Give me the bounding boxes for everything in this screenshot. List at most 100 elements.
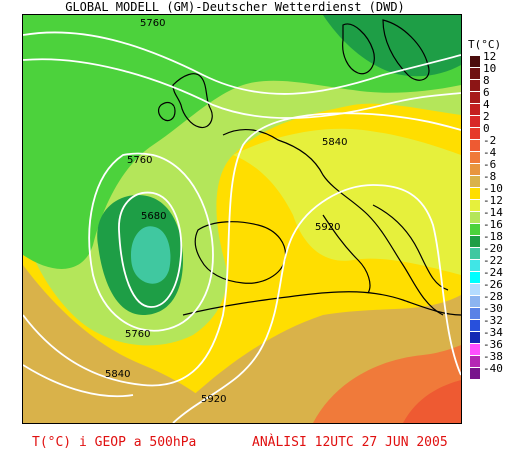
map-title: GLOBAL MODELL (GM)-Deutscher Wetterdiens… bbox=[65, 0, 405, 14]
legend-label: -22 bbox=[483, 254, 503, 267]
legend-row: 8 bbox=[470, 75, 520, 91]
coastline-uk bbox=[172, 73, 213, 129]
legend-label: 4 bbox=[483, 98, 490, 111]
legend-swatch bbox=[470, 140, 480, 151]
legend-label: -36 bbox=[483, 338, 503, 351]
legend-row: 0 bbox=[470, 123, 520, 139]
contour-label: 5840 bbox=[322, 137, 347, 148]
legend-label: -2 bbox=[483, 134, 497, 147]
legend-label: 6 bbox=[483, 86, 490, 99]
legend-swatch bbox=[470, 212, 480, 223]
legend-row: -22 bbox=[470, 255, 520, 271]
coastline-balkans bbox=[372, 204, 449, 291]
geopotential-contour bbox=[23, 31, 461, 95]
legend-row: -24 bbox=[470, 267, 520, 283]
legend-row: -20 bbox=[470, 243, 520, 259]
legend-row: 2 bbox=[470, 111, 520, 127]
legend-swatch bbox=[470, 200, 480, 211]
geopotential-contour bbox=[23, 364, 134, 398]
coastline-scandinavia bbox=[342, 19, 430, 81]
contour-label: 5760 bbox=[140, 18, 165, 29]
temperature-region-cyan-low bbox=[131, 226, 171, 284]
geopotential-contour bbox=[88, 152, 214, 332]
legend-row: -4 bbox=[470, 147, 520, 163]
legend-swatch bbox=[470, 320, 480, 331]
legend-swatch bbox=[470, 248, 480, 259]
legend-row: -8 bbox=[470, 171, 520, 187]
geopotential-contour bbox=[23, 112, 461, 387]
legend-swatch bbox=[470, 68, 480, 79]
legend-swatch bbox=[470, 56, 480, 67]
legend-row: -40 bbox=[470, 363, 520, 379]
legend-row: -2 bbox=[470, 135, 520, 151]
legend-swatch bbox=[470, 152, 480, 163]
legend-row: -10 bbox=[470, 183, 520, 199]
legend-label: -30 bbox=[483, 302, 503, 315]
legend-label: -40 bbox=[483, 362, 503, 375]
legend-label: 10 bbox=[483, 62, 497, 75]
legend-row: -18 bbox=[470, 231, 520, 247]
legend-label: -32 bbox=[483, 314, 503, 327]
legend-row: 12 bbox=[470, 51, 520, 67]
legend-swatch bbox=[470, 104, 480, 115]
legend-swatch bbox=[470, 188, 480, 199]
coastline-north-africa bbox=[182, 291, 461, 316]
legend-title: T(°C) bbox=[468, 38, 502, 51]
legend-row: -32 bbox=[470, 315, 520, 331]
geopotential-contour bbox=[23, 58, 461, 120]
legend-swatch bbox=[470, 356, 480, 367]
legend-swatch bbox=[470, 308, 480, 319]
coastline-iberia bbox=[194, 221, 287, 284]
legend-row: -26 bbox=[470, 279, 520, 295]
legend-label: 8 bbox=[483, 74, 490, 87]
legend-row: -6 bbox=[470, 159, 520, 175]
legend-row: -28 bbox=[470, 291, 520, 307]
legend-swatch bbox=[470, 284, 480, 295]
legend-label: -12 bbox=[483, 194, 503, 207]
legend-swatch bbox=[470, 224, 480, 235]
legend-row: 4 bbox=[470, 99, 520, 115]
legend-label: -20 bbox=[483, 242, 503, 255]
legend-swatch bbox=[470, 296, 480, 307]
legend-label: -6 bbox=[483, 158, 497, 171]
legend-label: 12 bbox=[483, 50, 497, 63]
geopotential-contour bbox=[172, 184, 461, 423]
legend-swatch bbox=[470, 80, 480, 91]
legend-label: -38 bbox=[483, 350, 503, 363]
coastline-italy bbox=[322, 214, 371, 294]
color-legend: 12 10 8 6 4 2 0 -2 -4 -6 -8 -10 -12 -14 -16 -18 -20 -22 -2… bbox=[470, 51, 520, 386]
legend-swatch bbox=[470, 272, 480, 283]
legend-label: -26 bbox=[483, 278, 503, 291]
legend-label: -8 bbox=[483, 170, 497, 183]
legend-row: -12 bbox=[470, 195, 520, 211]
legend-swatch bbox=[470, 116, 480, 127]
temperature-region-olive-west bbox=[23, 265, 233, 423]
weather-map: 5760 5840 5760 5680 5920 5760 5840 5920 bbox=[22, 14, 462, 424]
coastline-ireland bbox=[157, 101, 176, 122]
legend-row: -36 bbox=[470, 339, 520, 355]
legend-label: -10 bbox=[483, 182, 503, 195]
legend-swatch bbox=[470, 332, 480, 343]
footer-variable-label: T(°C) i GEOP a 500hPa bbox=[32, 435, 197, 450]
legend-label: -34 bbox=[483, 326, 503, 339]
legend-label: -28 bbox=[483, 290, 503, 303]
contour-label: 5760 bbox=[127, 155, 152, 166]
legend-swatch bbox=[470, 176, 480, 187]
legend-label: 0 bbox=[483, 122, 490, 135]
temperature-region-red bbox=[403, 380, 461, 423]
legend-swatch bbox=[470, 236, 480, 247]
legend-row: -34 bbox=[470, 327, 520, 343]
legend-label: 2 bbox=[483, 110, 490, 123]
legend-row: -30 bbox=[470, 303, 520, 319]
legend-swatch bbox=[470, 344, 480, 355]
legend-row: 10 bbox=[470, 63, 520, 79]
legend-row: -16 bbox=[470, 219, 520, 235]
contour-label: 5760 bbox=[125, 329, 150, 340]
temperature-region-yellowgreen bbox=[233, 128, 461, 275]
geopotential-contour bbox=[118, 191, 183, 308]
legend-swatch bbox=[470, 260, 480, 271]
legend-row: -14 bbox=[470, 207, 520, 223]
coastline-europe bbox=[222, 128, 444, 316]
legend-swatch bbox=[470, 92, 480, 103]
contour-label: 5920 bbox=[201, 394, 226, 405]
